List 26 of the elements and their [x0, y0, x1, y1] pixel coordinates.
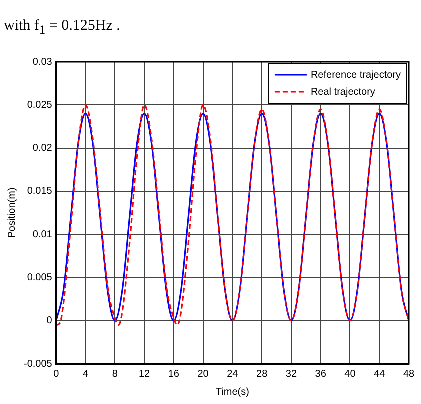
- x-tick-label: 4: [82, 368, 89, 380]
- y-tick-label: 0.03: [32, 56, 53, 68]
- y-tick-label: -0.005: [24, 358, 53, 370]
- legend-label: Reference trajectory: [310, 70, 402, 81]
- x-tick-label: 32: [286, 368, 298, 380]
- x-tick-label: 36: [315, 368, 327, 380]
- x-tick-label: 0: [54, 368, 60, 380]
- x-tick-label: 24: [227, 368, 239, 380]
- y-axis-title: Position(m): [6, 188, 18, 238]
- x-axis-title: Time(s): [216, 386, 250, 398]
- y-tick-label: 0.025: [27, 100, 53, 111]
- y-tick-label: 0.015: [27, 186, 53, 198]
- x-tick-label: 40: [344, 368, 356, 380]
- x-tick-label: 12: [138, 368, 151, 380]
- y-tick-label: 0.02: [32, 143, 53, 154]
- y-tick-label: 0.005: [27, 272, 53, 284]
- y-tick-label: 0.01: [32, 229, 53, 240]
- x-tick-label: 8: [112, 368, 118, 380]
- x-tick-label: 44: [374, 368, 386, 380]
- legend-label: Real trajectory: [310, 86, 376, 98]
- x-tick-label: 20: [198, 368, 210, 380]
- x-tick-label: 28: [256, 368, 268, 380]
- text: with f$_{1}$ = 0.125Hz .: [4, 18, 120, 38]
- x-tick-label: 16: [168, 368, 180, 380]
- x-tick-label: 48: [403, 368, 415, 380]
- y-tick-label: 0: [46, 316, 53, 327]
